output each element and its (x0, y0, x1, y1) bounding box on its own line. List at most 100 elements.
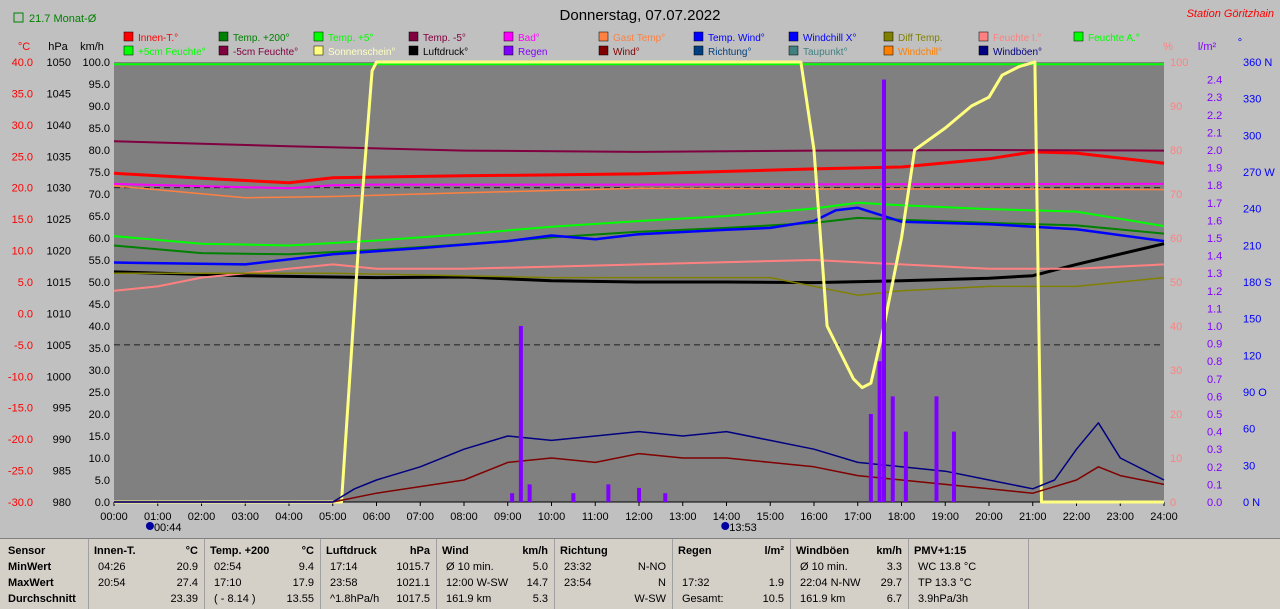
stats-value-row: WC 13.8 °C (908, 559, 1028, 575)
series-line (113, 201, 1165, 247)
rain-tick-label: 1.8 (1207, 180, 1222, 192)
stats-value-row: 20:54 27.4 (88, 575, 204, 591)
stats-value-row: W-SW (554, 591, 672, 607)
legend-label: Windchill° (898, 47, 942, 58)
rain-tick-label: 1.1 (1207, 303, 1222, 315)
x-tick-label: 05:00 (319, 511, 347, 523)
stats-value-row: 23:58 1021.1 (320, 575, 436, 591)
stats-value-row: Ø 10 min. 5.0 (436, 559, 554, 575)
stats-group-unit: °C (301, 545, 314, 557)
chart-title: Donnerstag, 07.07.2022 (560, 7, 721, 24)
legend-label: Feuchte I.° (993, 33, 1041, 44)
rain-tick-label: 0.4 (1207, 427, 1222, 439)
stats-time: 17:10 (214, 577, 242, 589)
stats-value: 1015.7 (396, 561, 430, 573)
stats-time: WC 13.8 °C (918, 561, 977, 573)
temp-axis-unit: °C (18, 41, 30, 53)
stats-time: 23:58 (330, 577, 358, 589)
rain-tick-label: 2.4 (1207, 75, 1222, 87)
series-line (113, 182, 1165, 190)
legend-swatch (123, 45, 134, 56)
station-name: Station Göritzhain (1187, 8, 1274, 20)
speed-axis-unit: km/h (80, 41, 104, 53)
stats-value: N-NO (637, 561, 666, 573)
percent-axis-unit: % (1163, 41, 1173, 53)
stats-value: 23.39 (170, 593, 198, 605)
stats-time: ( - 8.14 ) (214, 593, 256, 605)
temp-tick-label: -10.0 (8, 371, 33, 383)
legend-swatch (883, 45, 894, 56)
speed-tick-label: 75.0 (89, 167, 110, 179)
rain-tick-label: 0.8 (1207, 356, 1222, 368)
pressure-tick-label: 1045 (47, 88, 71, 100)
pressure-tick-label: 995 (53, 403, 71, 415)
stats-value-row: 23.39 (88, 591, 204, 607)
speed-tick-label: 90.0 (89, 101, 110, 113)
direction-tick-label: 30 (1243, 460, 1255, 472)
x-tick-label: 18:00 (888, 511, 916, 523)
rain-tick-label: 0.0 (1207, 497, 1222, 509)
direction-tick-label: 360 N (1243, 57, 1272, 69)
rain-bar (868, 414, 873, 502)
legend-swatch (693, 31, 704, 42)
stats-time: Gesamt: (682, 593, 724, 605)
stats-value-row: ( - 8.14 ) 13.55 (204, 591, 320, 607)
stats-row: MaxWert (0, 575, 88, 591)
rain-bar (952, 431, 956, 502)
legend-label: Temp. +200° (233, 33, 290, 44)
x-tick-label: 20:00 (975, 511, 1003, 523)
stats-value-row: ^1.8hPa/h 1017.5 (320, 591, 436, 607)
speed-tick-label: 15.0 (89, 431, 110, 443)
rain-tick-label: 1.6 (1207, 215, 1222, 227)
temp-tick-label: -30.0 (8, 497, 33, 509)
stats-header-row: Wind km/h (436, 543, 554, 559)
x-tick-label: 11:00 (582, 511, 609, 523)
legend-label: +5cm Feuchte° (138, 47, 206, 58)
percent-tick-label: 90 (1170, 101, 1182, 113)
stats-group-name: Windböen (796, 545, 850, 557)
moon-icon (721, 522, 730, 530)
stats-value-row: Gesamt: 10.5 (672, 591, 790, 607)
legend-label: Regen (518, 47, 547, 58)
legend-swatch (218, 31, 229, 42)
stats-group-name: Luftdruck (326, 545, 377, 557)
direction-tick-label: 330 (1243, 94, 1261, 106)
weather-chart: 00:00 01:00 02:00 03:00 04:00 05:00 06:00 07:00… (7, 7, 1276, 534)
rain-tick-label: 0.3 (1207, 444, 1222, 456)
speed-tick-label: 65.0 (89, 211, 110, 223)
stats-header-row: Richtung (554, 543, 672, 559)
percent-tick-label: 10 (1170, 453, 1182, 465)
stats-row: Durchschnitt (0, 591, 88, 607)
legend-label: Innen-T.° (138, 33, 178, 44)
rain-tick-label: 1.7 (1207, 198, 1222, 210)
stats-header-row: Luftdruck hPa (320, 543, 436, 559)
x-tick-label: 10:00 (538, 511, 566, 523)
x-tick-label: 01:00 (144, 511, 172, 523)
moon-icon (145, 522, 154, 530)
stats-group: PMV+1:15 WC 13.8 °C TP 13.3 °C 3.9hPa/3h (908, 539, 1029, 609)
stats-group: Temp. +200 °C 02:54 9.4 17:10 17.9 ( - 8.14 ) 1… (204, 539, 321, 609)
stats-header-row: Regen l/m² (672, 543, 790, 559)
x-tick-label: 12:00 (625, 511, 653, 523)
series-line (114, 422, 1165, 503)
percent-tick-label: 50 (1170, 277, 1182, 289)
rain-tick-label: 1.4 (1207, 251, 1222, 263)
stats-value-row: 161.9 km 6.7 (790, 591, 908, 607)
stats-row: MinWert (0, 559, 88, 575)
stats-value: 5.0 (532, 561, 548, 573)
direction-axis-unit: ° (1238, 37, 1242, 49)
stats-value: 1017.5 (396, 593, 430, 605)
legend-label: Temp. Wind° (708, 33, 765, 44)
speed-tick-label: 10.0 (89, 453, 110, 465)
temp-tick-label: 0.0 (18, 308, 33, 320)
speed-tick-label: 60.0 (89, 233, 110, 245)
stats-group-name: Richtung (560, 545, 608, 557)
legend-swatch (883, 31, 894, 42)
stats-group-unit: °C (185, 545, 198, 557)
temp-tick-label: -15.0 (8, 403, 33, 415)
stats-group-unit: km/h (522, 545, 548, 557)
speed-tick-label: 5.0 (95, 475, 110, 487)
x-tick-label: 19:00 (931, 511, 959, 523)
rain-bar (518, 326, 523, 502)
stats-time: Ø 10 min. (800, 561, 848, 573)
